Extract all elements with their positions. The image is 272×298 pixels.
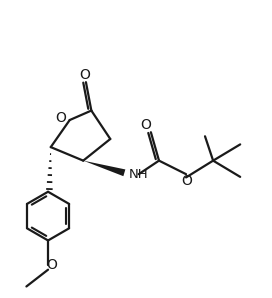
Text: O: O [181,174,192,188]
Text: O: O [141,118,152,132]
Polygon shape [83,161,125,176]
Text: NH: NH [129,168,149,181]
Text: O: O [79,68,90,82]
Text: O: O [55,111,66,125]
Text: O: O [46,258,57,272]
